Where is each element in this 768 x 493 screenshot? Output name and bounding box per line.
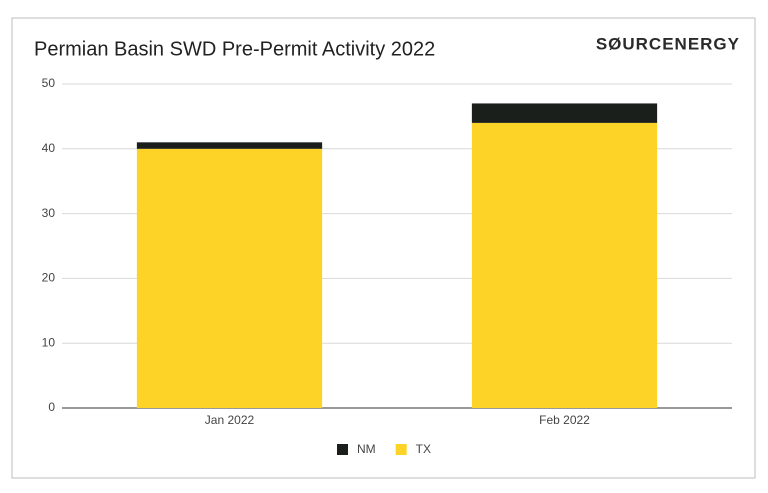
legend-swatch <box>395 444 407 455</box>
legend-label: NM <box>357 442 376 456</box>
y-tick-label: 0 <box>48 400 55 414</box>
y-tick-label: 30 <box>42 206 56 220</box>
bar-segment <box>471 103 658 123</box>
y-tick-label: 40 <box>42 141 56 155</box>
bar-segment <box>136 142 323 149</box>
y-tick-label: 20 <box>42 271 56 285</box>
x-tick-label: Jan 2022 <box>205 413 255 427</box>
y-tick-label: 50 <box>42 76 56 90</box>
chart-title: Permian Basin SWD Pre-Permit Activity 20… <box>34 38 435 60</box>
x-tick-label: Feb 2022 <box>539 413 590 427</box>
legend-label: TX <box>416 442 431 456</box>
logo: SØURCENERGY <box>596 34 740 53</box>
y-tick-label: 10 <box>42 335 56 349</box>
bar-segment <box>471 122 658 408</box>
legend-swatch <box>337 444 348 455</box>
bar-segment <box>136 148 323 409</box>
